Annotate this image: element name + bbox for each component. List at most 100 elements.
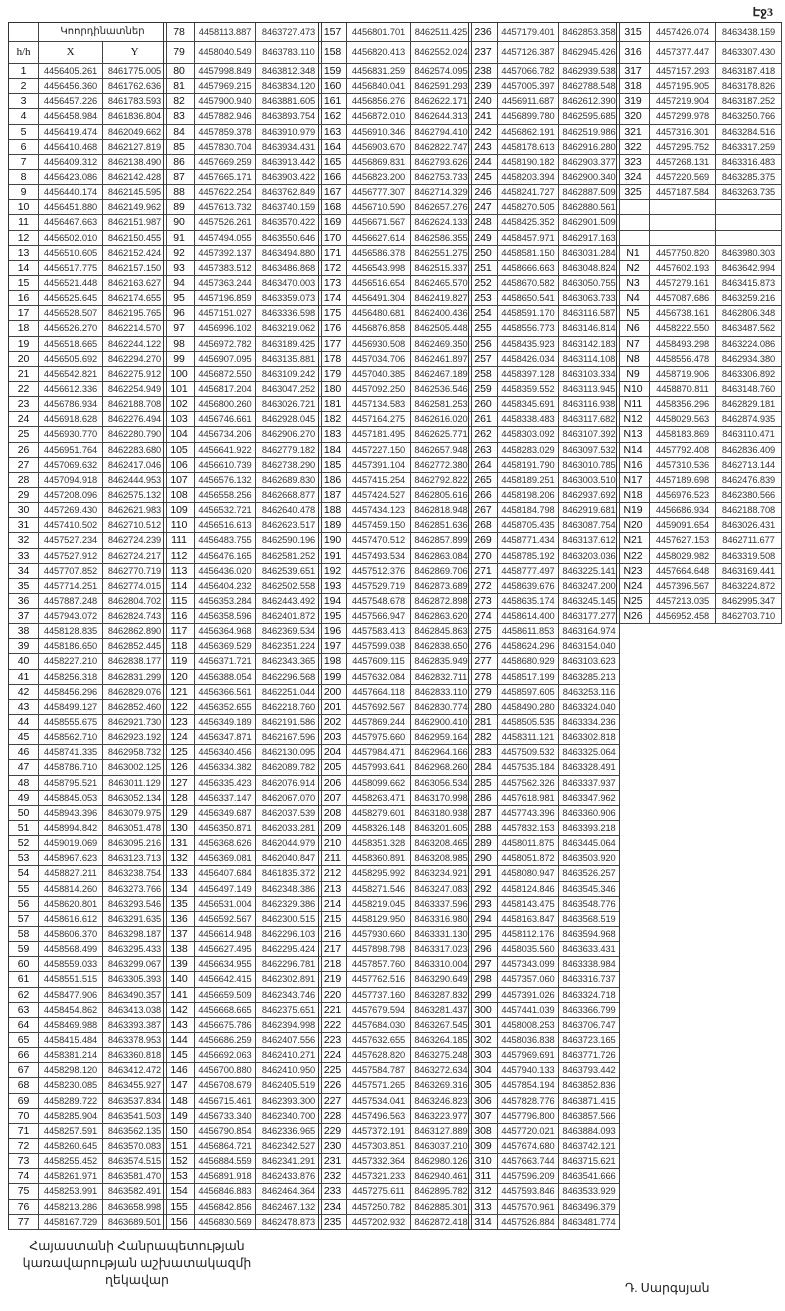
y-coordinate: 8463114.108 (559, 351, 620, 366)
point-number: 118 (164, 639, 195, 654)
x-coordinate: 4457357.060 (498, 972, 559, 987)
table-row: 147 4456708.679 8462405.519 (164, 1078, 322, 1094)
table-row: 151 4456864.721 8462342.527 (164, 1138, 322, 1155)
table-row: 279 4458597.605 8463253.116 (469, 684, 620, 700)
x-coordinate: 4458191.790 (498, 457, 559, 472)
y-coordinate: 8462341.291 (256, 1154, 322, 1169)
y-coordinate: 8462188.708 (716, 503, 782, 518)
x-coordinate: 4456491.304 (347, 291, 411, 306)
table-row: 289 4458011.875 8463445.064 (469, 836, 620, 852)
table-row: 298 4457357.060 8463316.737 (469, 972, 620, 988)
y-coordinate: 8462916.280 (559, 139, 620, 154)
y-coordinate: 8463026.721 (256, 397, 322, 412)
y-coordinate: 8463812.348 (256, 64, 322, 79)
table-row: 281 4458505.535 8463334.236 (469, 715, 620, 731)
point-number: 248 (469, 215, 498, 230)
point-number: 35 (9, 578, 39, 593)
x-coordinate: 4458124.846 (498, 881, 559, 896)
table-row: 196 4457583.413 8462845.863 (319, 624, 472, 640)
point-number: 4 (9, 109, 39, 124)
x-coordinate: 4457187.584 (650, 185, 716, 200)
table-row: 17 4456528.507 8462195.765 (9, 306, 167, 322)
point-number: 237 (469, 42, 498, 63)
table-row: 114 4456404.232 8462502.558 (164, 578, 322, 594)
point-number: 121 (164, 684, 195, 699)
table-row: 16 4456525.645 8462174.655 (9, 291, 167, 307)
point-number: 203 (319, 730, 347, 745)
x-coordinate: 4457213.035 (650, 593, 716, 609)
x-coordinate: 4458029.563 (650, 412, 716, 427)
x-coordinate: 4457602.193 (650, 260, 716, 275)
y-coordinate: 8463063.733 (559, 291, 620, 306)
point-number: 71 (9, 1123, 39, 1138)
x-coordinate: 4456610.739 (195, 457, 256, 472)
point-number: 280 (469, 699, 498, 715)
point-number: 50 (9, 805, 39, 821)
point-number: 154 (164, 1184, 195, 1199)
point-number: 193 (319, 578, 347, 593)
x-coordinate: 4457424.527 (347, 487, 411, 503)
y-coordinate: 8462407.556 (256, 1033, 322, 1048)
y-coordinate: 8462586.355 (411, 230, 472, 245)
y-coordinate: 8462033.281 (256, 821, 322, 836)
y-coordinate: 8463137.612 (559, 533, 620, 548)
point-number: 286 (469, 790, 498, 805)
x-coordinate: 4457566.947 (347, 609, 411, 624)
y-coordinate: 8462283.680 (103, 442, 167, 457)
point-number: 128 (164, 790, 195, 805)
point-number: 208 (319, 805, 347, 821)
x-coordinate: 4457434.123 (347, 503, 411, 518)
x-coordinate: 4458338.483 (498, 412, 559, 427)
table-row: 183 4457181.495 8462625.771 (319, 427, 472, 443)
x-coordinate: 4458581.150 (498, 245, 559, 260)
table-row: 33 4457527.912 8462724.217 (9, 548, 167, 564)
point-number: 17 (9, 306, 39, 321)
x-coordinate: 4458469.988 (39, 1017, 103, 1032)
y-coordinate: 8463486.868 (256, 260, 322, 275)
table-row: 325 4457187.584 8463263.735 (617, 185, 782, 201)
table-row: 189 4457459.150 8462851.636 (319, 518, 472, 534)
point-number: N21 (617, 533, 650, 548)
point-number: 129 (164, 805, 195, 821)
y-coordinate: 8462945.426 (559, 42, 620, 63)
point-number: 20 (9, 351, 39, 366)
table-row: 264 4458191.790 8463010.785 (469, 457, 620, 473)
y-coordinate: 8462574.095 (411, 64, 472, 79)
x-coordinate: 4457179.401 (498, 23, 559, 41)
table-row: 73 4458255.452 8463574.515 (9, 1154, 167, 1170)
point-number: 108 (164, 487, 195, 503)
x-coordinate: 4456526.270 (39, 321, 103, 336)
y-coordinate: 8463541.503 (103, 1108, 167, 1123)
table-row: 52 4459019.069 8463095.216 (9, 836, 167, 852)
point-number: 86 (164, 154, 195, 169)
point-number: 132 (164, 851, 195, 866)
y-coordinate: 8463490.357 (103, 987, 167, 1002)
point-number: 41 (9, 669, 39, 684)
point-number: 232 (319, 1169, 347, 1184)
point-number: 46 (9, 745, 39, 760)
table-row: 186 4457415.254 8462792.822 (319, 472, 472, 488)
point-number: 36 (9, 593, 39, 609)
table-row: 135 4456531.004 8462329.386 (164, 896, 322, 912)
x-coordinate: 4458129.950 (347, 911, 411, 927)
y-coordinate: 8462903.377 (559, 154, 620, 169)
point-number: 156 (164, 1214, 195, 1229)
table-row: 72 4458260.645 8463570.083 (9, 1138, 167, 1155)
x-coordinate: 4458261.971 (39, 1169, 103, 1184)
x-coordinate: 4456930.770 (39, 427, 103, 442)
x-coordinate: 4456930.508 (347, 336, 411, 351)
table-row: N5 4456738.161 8462806.348 (617, 306, 782, 322)
y-coordinate: 8462405.519 (256, 1078, 322, 1093)
point-number: 322 (617, 139, 650, 154)
y-coordinate: 8463250.766 (716, 109, 782, 124)
point-number: 72 (9, 1138, 39, 1154)
x-coordinate: 4457679.594 (347, 1002, 411, 1017)
table-row: 85 4457830.704 8463934.431 (164, 139, 322, 155)
point-number: 229 (319, 1123, 347, 1138)
x-coordinate: 4457969.215 (195, 79, 256, 94)
y-coordinate: 8462151.987 (103, 215, 167, 230)
point-number: 133 (164, 866, 195, 881)
point-number: 320 (617, 109, 650, 124)
point-number: 21 (9, 366, 39, 381)
y-coordinate: 8462394.998 (256, 1017, 322, 1032)
